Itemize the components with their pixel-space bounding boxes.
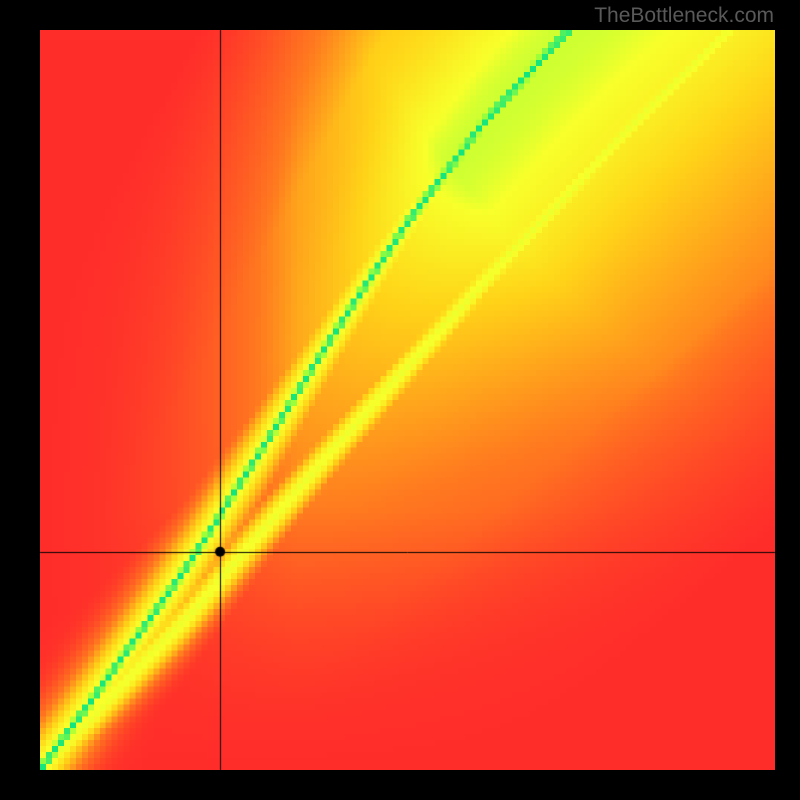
crosshair-overlay <box>0 0 800 800</box>
chart-container: TheBottleneck.com <box>0 0 800 800</box>
